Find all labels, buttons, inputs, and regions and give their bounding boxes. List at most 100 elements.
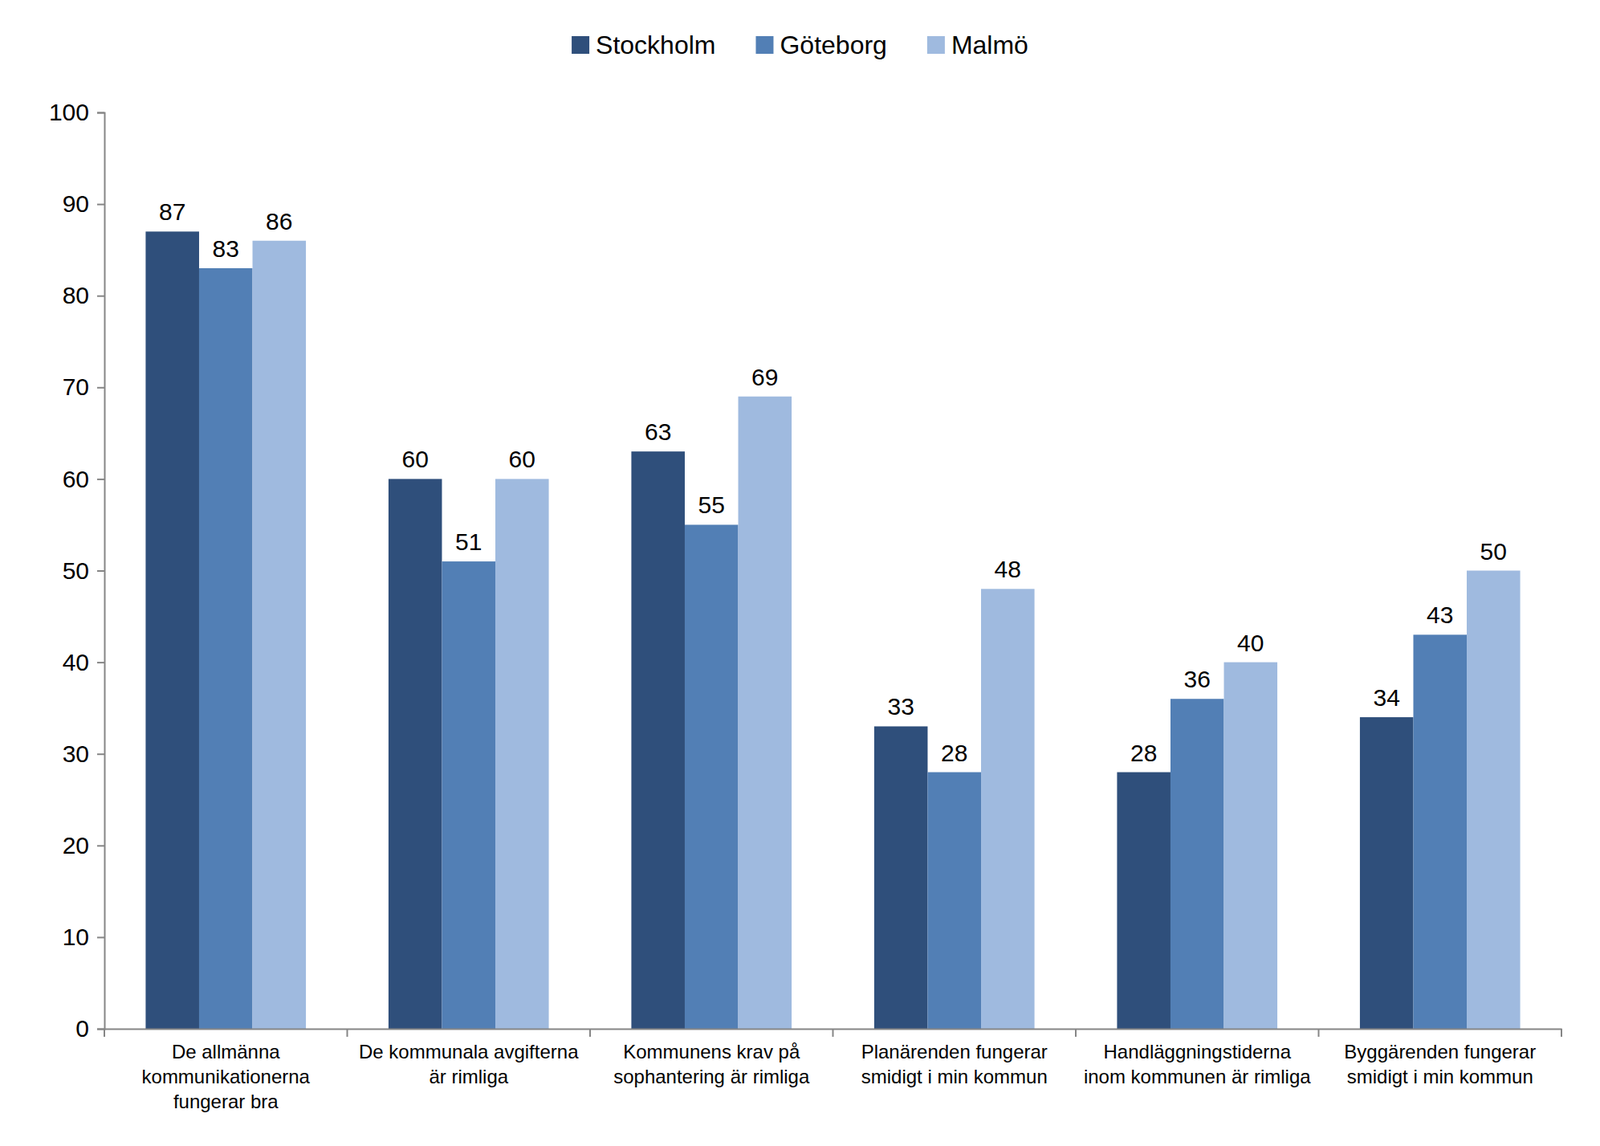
y-tick-mark [97,844,105,847]
y-tick-mark [97,661,105,664]
y-axis-line [97,113,106,1030]
x-separator [1074,1028,1077,1037]
bar [1466,570,1521,1030]
bar [1412,634,1467,1029]
x-separator [1318,1028,1320,1037]
y-tick-label: 20 [62,831,90,859]
legend-label: Göteborg [779,30,887,60]
data-label: 48 [994,555,1022,583]
bar [495,478,550,1029]
legend-item: Göteborg [755,30,887,60]
data-label: 55 [698,491,725,518]
legend-item: Stockholm [571,30,716,60]
data-label: 33 [887,692,915,720]
y-tick-mark [97,203,105,206]
y-tick-label: 60 [62,465,90,493]
x-axis: De allmännakommunikationernafungerar bra… [104,1028,1563,1112]
y-tick-mark [97,386,105,389]
x-tick: De allmännakommunikationernafungerar bra [142,1028,311,1112]
data-label: 63 [644,418,672,445]
data-labels: 876063332834835155283643866069484050 [158,198,1507,766]
data-label: 86 [265,207,293,235]
data-label: 28 [940,739,968,766]
chart: 8760633328348351552836438660694840500102… [0,0,1600,1146]
bar [199,268,253,1029]
y-tick-mark [97,478,105,481]
legend-swatch [927,36,945,54]
bar [684,524,739,1029]
x-tick-label: Kommunens krav påsophantering är rimliga [613,1040,811,1088]
data-label: 69 [751,363,778,391]
data-label: 83 [212,235,240,262]
y-tick: 80 [62,281,105,309]
y-tick-mark [97,112,105,114]
data-label: 36 [1184,665,1211,693]
x-tick-label: Handläggningstidernainom kommunen är rim… [1083,1040,1311,1088]
bar [1170,698,1225,1029]
bar [388,478,443,1029]
bar [145,231,200,1029]
y-tick-label: 100 [48,98,90,126]
y-tick-mark [97,569,105,572]
y-tick: 40 [62,648,105,676]
y-tick-label: 10 [62,923,90,950]
bars [145,231,1520,1029]
data-label: 60 [508,445,536,473]
x-tick-label: De kommunala avgifternaär rimliga [358,1040,579,1088]
bar [1359,716,1414,1029]
x-tick: Planärenden fungerarsmidigt i min kommun [861,1028,1048,1088]
y-tick-label: 70 [62,373,90,400]
x-tick: Byggärenden fungerarsmidigt i min kommun [1343,1028,1536,1088]
legend-label: Malmö [951,30,1029,60]
bar [1224,662,1279,1029]
legend-item: Malmö [927,30,1029,60]
x-separator [1560,1028,1563,1037]
x-tick-label: Planärenden fungerarsmidigt i min kommun [861,1040,1048,1088]
plot: 8760633328348351552836438660694840500102… [48,98,1563,1112]
y-tick-mark [97,936,105,938]
x-separator [589,1028,591,1037]
legend: Stockholm Göteborg Malmö [571,30,1029,60]
bar [252,240,307,1029]
x-tick-label: De allmännakommunikationernafungerar bra [142,1040,311,1112]
bar [631,451,685,1029]
y-axis: 0 10 20 30 40 50 60 70 80 90 100 [48,98,106,1042]
y-tick-label: 50 [62,557,90,584]
y-tick: 60 [62,465,105,493]
x-tick: Kommunens krav påsophantering är rimliga [613,1028,811,1088]
y-tick: 70 [62,373,105,400]
x-separator [346,1028,349,1037]
data-label: 50 [1480,537,1507,565]
x-tick-label: Byggärenden fungerarsmidigt i min kommun [1343,1040,1536,1088]
data-label: 51 [455,528,482,555]
bar [874,725,929,1029]
y-tick: 20 [62,831,105,859]
y-tick-mark [97,295,105,298]
bar [927,772,982,1029]
data-label: 60 [402,445,429,473]
bar [1116,772,1171,1029]
data-label: 34 [1373,683,1401,711]
y-tick-label: 0 [75,1014,90,1042]
y-tick-label: 40 [62,648,90,676]
bar [738,396,793,1029]
bar [981,588,1035,1029]
bar [441,561,496,1029]
y-tick: 0 [75,1014,105,1042]
y-tick: 10 [62,923,105,950]
y-tick-mark [97,1028,105,1031]
y-tick-mark [97,753,105,755]
y-tick-label: 30 [62,740,90,767]
y-tick: 100 [48,98,105,126]
x-separator [832,1028,835,1037]
y-tick: 90 [62,190,105,217]
legend-label: Stockholm [595,30,716,60]
x-tick: De kommunala avgifternaär rimliga [358,1028,579,1088]
data-label: 40 [1237,629,1264,656]
data-label: 43 [1426,601,1454,628]
y-tick: 30 [62,740,105,767]
data-label: 87 [158,198,186,225]
y-tick-label: 80 [62,281,90,309]
y-tick-label: 90 [62,190,90,217]
x-tick: Handläggningstidernainom kommunen är rim… [1083,1028,1311,1088]
